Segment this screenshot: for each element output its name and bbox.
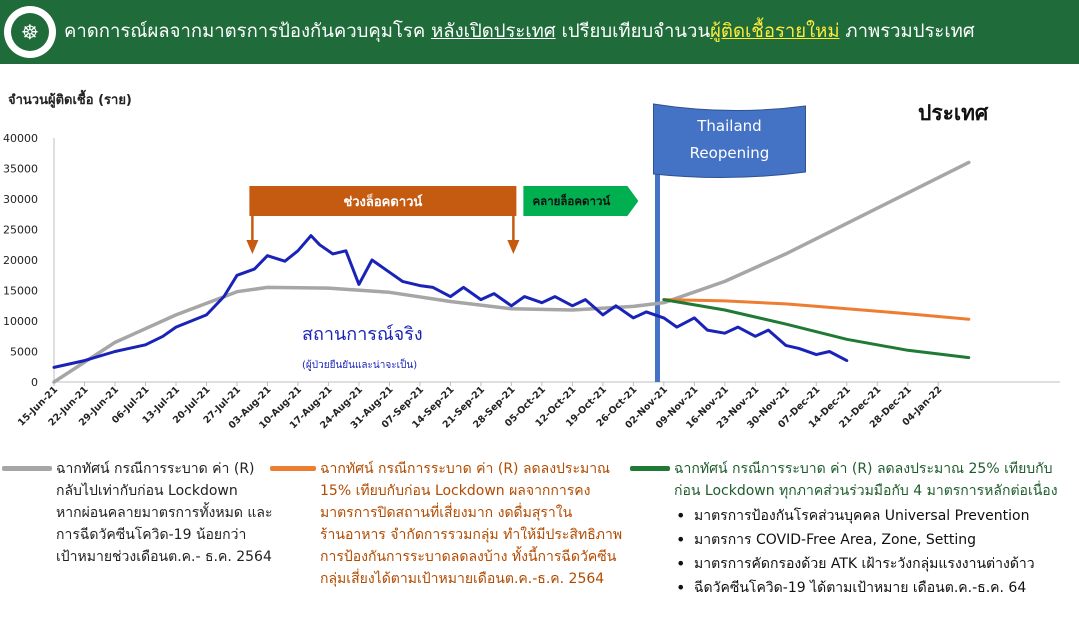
y-axis-title: จำนวนผู้ติดเชื้อ (ราย) — [8, 89, 132, 108]
y-tick-label: 25000 — [3, 224, 38, 237]
legend-2-line: การป้องกันการระบาดลดลงบ้าง ทั้งนี้การฉีด… — [320, 549, 617, 565]
y-tick-label: 15000 — [3, 285, 38, 298]
measure-bullet: ฉีดวัคซีนโควิด-19 ได้ตามเป้าหมาย เดือนต.… — [674, 576, 1079, 600]
legend-2-line: ร้านอาหาร จำกัดการรวมกลุ่ม ทำให้มีประสิท… — [320, 527, 623, 543]
seal-emblem-icon: ☸ — [11, 13, 49, 51]
y-tick-label: 10000 — [3, 315, 38, 328]
actual-series-label: สถานการณ์จริง — [302, 324, 423, 345]
y-tick-label: 35000 — [3, 163, 38, 176]
chart-title: ประเทศ — [918, 101, 989, 125]
ministry-seal-logo: ☸ — [4, 6, 56, 58]
lockdown-label: ช่วงล็อคดาวน์ — [343, 192, 422, 210]
measures-list: มาตรการป้องกันโรคส่วนบุคคล Universal Pre… — [674, 504, 1079, 600]
legend-1-line: การฉีดวัคซีนโควิด-19 น้อยกว่า — [56, 527, 247, 543]
reopening-flag-text-2: Reopening — [690, 144, 770, 162]
legend-scenario-2: ฉากทัศน์ กรณีการระบาด ค่า (R) ลดลงประมาณ… — [320, 458, 630, 590]
page-title: คาดการณ์ผลจากมาตรการป้องกันควบคุมโรค หลั… — [64, 17, 1079, 46]
measure-bullet: มาตรการ COVID-Free Area, Zone, Setting — [674, 528, 1079, 552]
legend-2-line: กลุ่มเสี่ยงได้ตามเป้าหมายเดือนต.ค.-ธ.ค. … — [320, 571, 605, 587]
title-part-2: หลังเปิดประเทศ — [431, 21, 556, 42]
legend-scenario-1: ฉากทัศน์ กรณีการระบาด ค่า (R) กลับไปเท่า… — [56, 458, 288, 568]
release-lockdown-arrow — [523, 186, 639, 216]
lockdown-marker-arrow — [507, 240, 520, 254]
legend-2-line: มาตรการปิดสถานที่เสี่ยงมาก งดดื่มสุราใน — [320, 505, 573, 521]
measure-bullet: มาตรการป้องกันโรคส่วนบุคคล Universal Pre… — [674, 504, 1079, 528]
title-part-4: ผู้ติดเชื้อรายใหม่ — [710, 21, 840, 42]
legend-3-line: ก่อน Lockdown ทุกภาคส่วนร่วมมือกับ 4 มาต… — [674, 483, 1058, 499]
legend-1-line: หากผ่อนคลายมาตรการทั้งหมด และ — [56, 505, 273, 521]
legend-scenario-3: ฉากทัศน์ กรณีการระบาด ค่า (R) ลดลงประมาณ… — [674, 458, 1079, 600]
y-tick-label: 0 — [31, 376, 38, 389]
series-line-scenario-2 — [662, 298, 971, 321]
legend-swatch-scenario-1 — [2, 466, 52, 471]
series-line-actual — [52, 234, 849, 369]
header-banner: ☸ คาดการณ์ผลจากมาตรการป้องกันควบคุมโรค ห… — [0, 0, 1079, 64]
lockdown-period-bar — [249, 186, 517, 216]
legend-2-line: 15% เทียบกับก่อน Lockdown ผลจากการคง — [320, 483, 591, 499]
y-tick-label: 30000 — [3, 193, 38, 206]
series-line-scenario-1 — [52, 160, 971, 384]
legend-1-line: ฉากทัศน์ กรณีการระบาด ค่า (R) — [56, 461, 255, 477]
legend-3-line: ฉากทัศน์ กรณีการระบาด ค่า (R) ลดลงประมาณ… — [674, 461, 1053, 477]
release-lockdown-label: คลายล็อคดาวน์ — [532, 193, 610, 208]
title-part-5: ภาพรวมประเทศ — [839, 21, 975, 42]
y-tick-label: 20000 — [3, 254, 38, 267]
legend-1-line: เป้าหมายช่วงเดือนต.ค.- ธ.ค. 2564 — [56, 549, 272, 565]
legend-2-line: ฉากทัศน์ กรณีการระบาด ค่า (R) ลดลงประมาณ — [320, 461, 611, 477]
y-tick-label: 5000 — [10, 346, 38, 359]
legend-swatch-scenario-2 — [270, 466, 316, 471]
series-line-scenario-3 — [662, 298, 971, 360]
title-part-3: เปรียบเทียบจำนวน — [555, 21, 711, 42]
y-tick-label: 40000 — [3, 132, 38, 145]
legend-swatch-scenario-3 — [630, 466, 670, 471]
title-part-1: คาดการณ์ผลจากมาตรการป้องกันควบคุมโรค — [64, 21, 432, 42]
reopening-flag — [652, 103, 806, 179]
lockdown-marker-arrow — [246, 240, 259, 254]
actual-series-sublabel: (ผู้ป่วยยืนยันและน่าจะเป็น) — [302, 357, 417, 371]
measure-bullet: มาตรการคัดกรองด้วย ATK เฝ้าระวังกลุ่มแรง… — [674, 552, 1079, 576]
reopening-flag-text-1: Thailand — [696, 117, 761, 135]
covid-forecast-chart: 0 5000 10000 15000 20000 25000 30000 35000 40000… — [3, 89, 1060, 431]
legend-1-line: กลับไปเท่ากับก่อน Lockdown — [56, 483, 238, 499]
